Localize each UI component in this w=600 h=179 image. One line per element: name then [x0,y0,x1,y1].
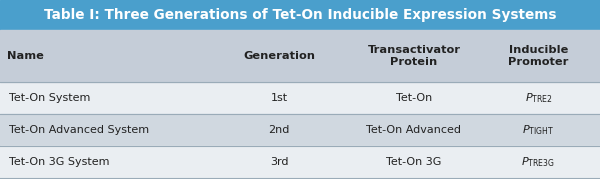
Text: $\mathit{P}_{\mathsf{TRE3G}}$: $\mathit{P}_{\mathsf{TRE3G}}$ [521,155,556,169]
Text: Tet-On System: Tet-On System [9,93,91,103]
Bar [0,178,600,179]
Text: Tet-On 3G System: Tet-On 3G System [9,157,110,167]
Bar [0,30,600,82]
Text: Inducible
Promoter: Inducible Promoter [508,45,569,67]
Bar [0,114,600,146]
Text: Tet-On 3G: Tet-On 3G [386,157,442,167]
Text: 2nd: 2nd [268,125,290,135]
Bar [0,0,600,30]
Text: 3rd: 3rd [270,157,288,167]
Text: Tet-On: Tet-On [396,93,432,103]
Text: $\mathit{P}_{\mathsf{TIGHT}}$: $\mathit{P}_{\mathsf{TIGHT}}$ [523,123,554,137]
Text: 1st: 1st [271,93,287,103]
Text: Generation: Generation [243,51,315,61]
Text: Transactivator
Protein: Transactivator Protein [367,45,461,67]
Text: $\mathit{P}_{\mathsf{TRE2}}$: $\mathit{P}_{\mathsf{TRE2}}$ [524,91,553,105]
Bar [0,146,600,178]
Text: Name: Name [7,51,44,61]
Text: Table I: Three Generations of Tet-On Inducible Expression Systems: Table I: Three Generations of Tet-On Ind… [44,8,556,22]
Text: Tet-On Advanced: Tet-On Advanced [367,125,461,135]
Text: Tet-On Advanced System: Tet-On Advanced System [9,125,149,135]
Bar [0,82,600,114]
